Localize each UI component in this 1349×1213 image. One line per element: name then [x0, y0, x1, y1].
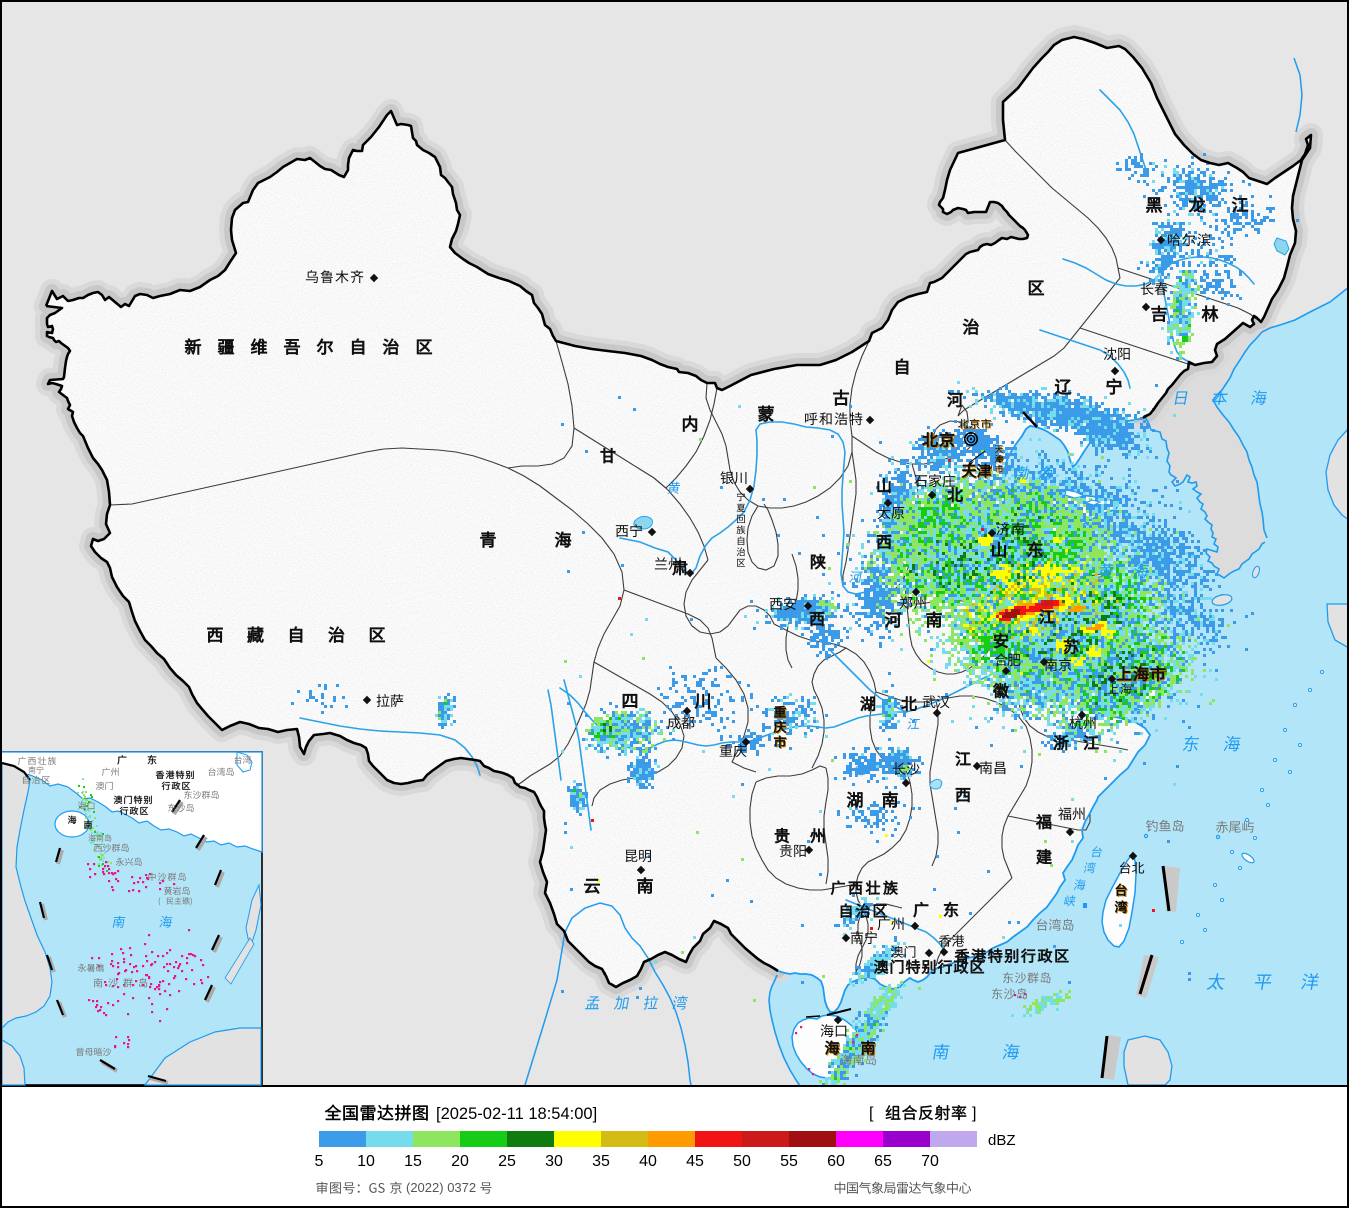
- svg-text:5: 5: [315, 1153, 324, 1170]
- svg-text:(2022) 0372: (2022) 0372: [406, 1180, 476, 1195]
- svg-text:dBZ: dBZ: [988, 1132, 1016, 1149]
- svg-text:45: 45: [686, 1153, 704, 1170]
- svg-text:20: 20: [451, 1153, 469, 1170]
- svg-text:30: 30: [545, 1153, 563, 1170]
- svg-text:[: [: [869, 1105, 874, 1122]
- svg-text:15: 15: [404, 1153, 422, 1170]
- svg-text:40: 40: [639, 1153, 657, 1170]
- svg-text:55: 55: [780, 1153, 798, 1170]
- svg-text:25: 25: [498, 1153, 516, 1170]
- svg-text:70: 70: [921, 1153, 939, 1170]
- svg-text:35: 35: [592, 1153, 610, 1170]
- svg-text:50: 50: [733, 1153, 751, 1170]
- svg-text:10: 10: [357, 1153, 375, 1170]
- svg-text:]: ]: [972, 1105, 976, 1122]
- svg-text:60: 60: [827, 1153, 845, 1170]
- svg-text:[2025-02-11 18:54:00]: [2025-02-11 18:54:00]: [436, 1105, 597, 1123]
- svg-text:65: 65: [874, 1153, 892, 1170]
